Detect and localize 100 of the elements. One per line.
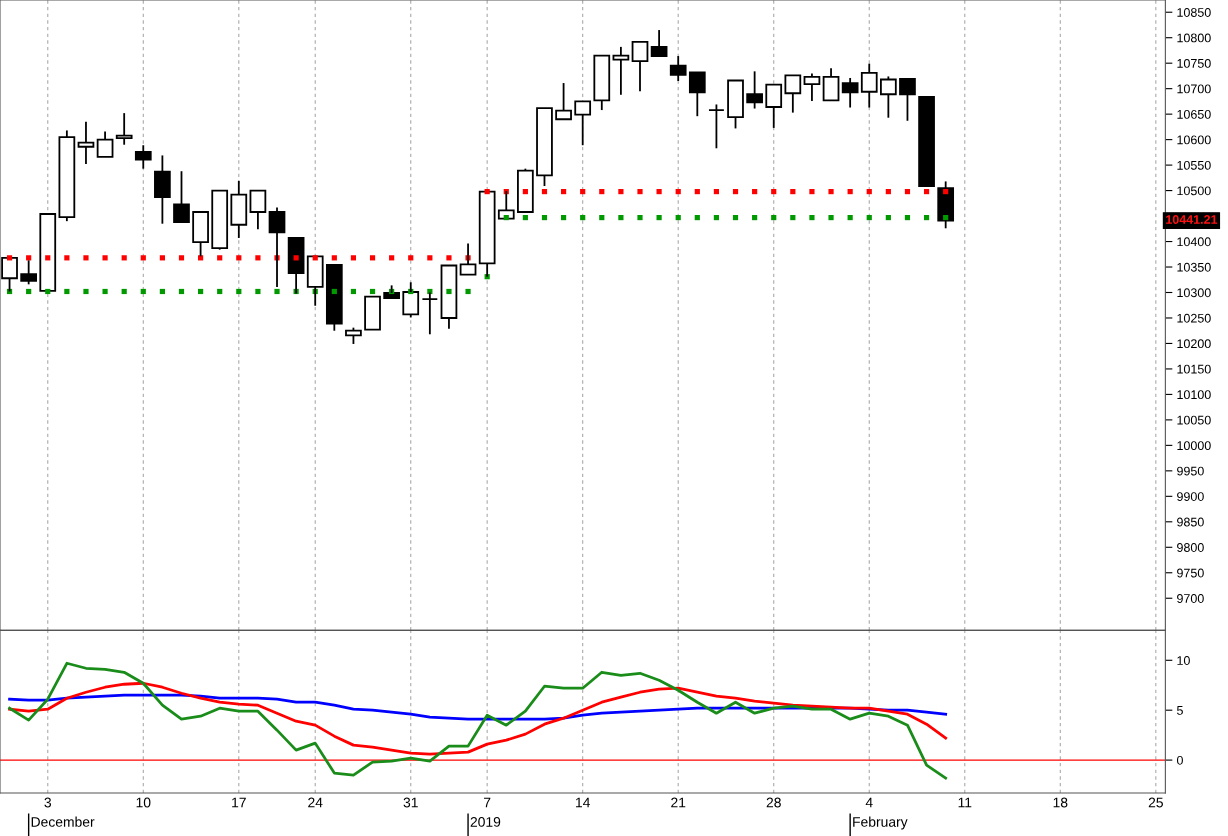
- point: [331, 255, 337, 261]
- point: [923, 214, 930, 221]
- point: [446, 288, 452, 295]
- candlestick: [115, 112, 133, 146]
- candlestick: [880, 75, 897, 119]
- y-tick-label: 9950: [1177, 466, 1204, 476]
- point: [522, 214, 528, 221]
- text: 2019: [470, 816, 501, 827]
- line-series: [8, 681, 948, 756]
- candlestick: [134, 144, 152, 170]
- point: [771, 214, 777, 221]
- y-tick-label: 9700: [1177, 594, 1204, 603]
- point: [618, 214, 624, 221]
- y-tick-label: 10250: [1177, 313, 1211, 323]
- point: [675, 189, 681, 195]
- point: [923, 189, 930, 195]
- y-tick-label: 10100: [1177, 390, 1211, 400]
- point: [389, 255, 395, 261]
- point: [64, 255, 70, 261]
- point: [465, 288, 471, 295]
- y-tick-label: 0: [1176, 755, 1183, 765]
- x-tick-label: 14: [576, 797, 590, 808]
- y-tick-label: 10: [1177, 656, 1190, 665]
- point: [255, 288, 261, 295]
- point: [809, 189, 815, 195]
- point: [369, 288, 376, 295]
- point: [159, 288, 165, 295]
- point: [408, 255, 414, 261]
- point: [828, 189, 834, 195]
- point: [599, 189, 605, 195]
- y-tick-label: 10650: [1177, 109, 1211, 119]
- point: [866, 189, 872, 195]
- point: [236, 255, 242, 261]
- x-tick-label: 17: [232, 797, 246, 808]
- point: [64, 288, 70, 295]
- candlestick: [154, 154, 171, 225]
- point: [198, 288, 204, 295]
- candlestick: [421, 291, 439, 336]
- y-tick-label: 10550: [1177, 160, 1211, 170]
- candlestick: [268, 206, 286, 288]
- point: [26, 288, 32, 295]
- candlestick: [803, 72, 821, 102]
- x-tick-label: 25: [1148, 797, 1163, 808]
- point: [255, 255, 261, 261]
- y-tick-label: 10400: [1177, 237, 1211, 247]
- point: [732, 214, 739, 221]
- candlestick: [746, 70, 763, 110]
- point: [637, 189, 643, 195]
- x-tick-label: 7: [484, 797, 491, 808]
- x-tick-label: 24: [308, 797, 323, 808]
- point: [522, 189, 528, 195]
- point: [446, 255, 452, 261]
- line-series: [8, 661, 948, 780]
- point: [140, 255, 146, 261]
- point: [752, 214, 758, 221]
- y-tick-label: 10300: [1177, 288, 1211, 298]
- y-tick-label: 9750: [1177, 568, 1204, 578]
- point: [274, 288, 280, 295]
- point: [732, 189, 739, 195]
- point: [580, 214, 586, 221]
- point: [885, 214, 891, 221]
- point: [121, 255, 127, 261]
- point: [102, 255, 108, 261]
- x-tick-label: 11: [958, 797, 972, 808]
- point: [350, 255, 357, 261]
- candlestick: [58, 129, 76, 223]
- point: [350, 288, 357, 295]
- point: [847, 214, 853, 221]
- y-tick-label: 10050: [1177, 415, 1211, 425]
- text: 10441.21: [1166, 215, 1218, 224]
- point: [885, 189, 891, 195]
- x-tick-label: 31: [403, 797, 418, 808]
- point: [178, 255, 185, 261]
- point: [675, 214, 681, 221]
- candlestick: [841, 77, 859, 109]
- point: [904, 214, 911, 221]
- point: [809, 214, 815, 221]
- candlestick: [77, 120, 95, 165]
- point: [45, 255, 51, 261]
- y-tick-label: 10350: [1177, 262, 1211, 272]
- point: [331, 288, 337, 295]
- point: [694, 189, 700, 195]
- y-tick-label: 10800: [1177, 33, 1211, 43]
- x-tick-label: 3: [44, 797, 52, 808]
- point: [656, 189, 662, 195]
- y-tick-label: 10700: [1177, 84, 1211, 94]
- point: [102, 288, 108, 295]
- point: [293, 255, 299, 261]
- point: [904, 189, 911, 195]
- x-tick-label: 28: [766, 797, 781, 808]
- point: [713, 214, 720, 221]
- point: [943, 214, 949, 221]
- point: [866, 214, 872, 221]
- candlestick: [937, 180, 955, 230]
- point: [541, 214, 548, 221]
- point: [217, 255, 223, 261]
- text: December: [31, 816, 95, 827]
- y-tick-label: 10150: [1177, 364, 1211, 374]
- y-tick-label: 9800: [1177, 543, 1204, 552]
- point: [83, 288, 89, 295]
